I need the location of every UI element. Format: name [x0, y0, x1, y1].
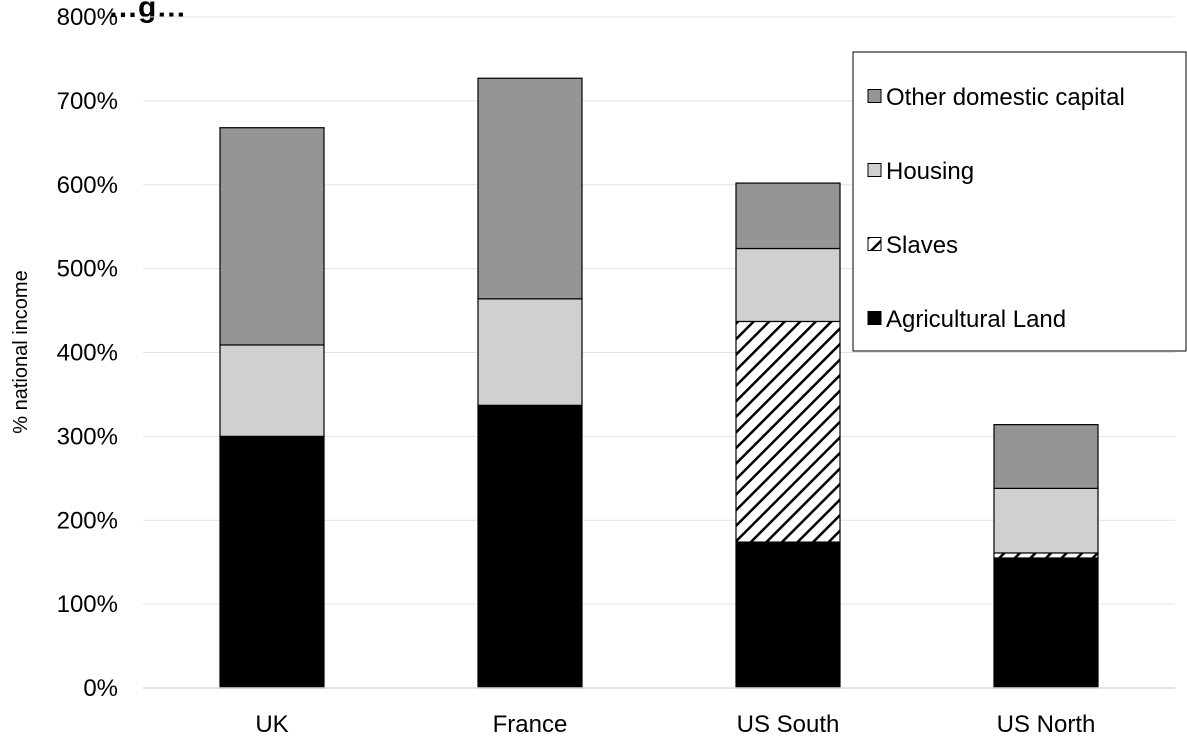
y-tick-label: 0%	[83, 675, 118, 702]
x-axis-labels: UK France US South US North	[255, 711, 1095, 738]
bar-segment-other-domestic-capital	[993, 424, 1099, 489]
bar-segment-agricultural-land	[219, 435, 325, 689]
legend-label: Slaves	[886, 232, 958, 259]
y-tick-label: 500%	[57, 256, 118, 283]
y-tick-label: 700%	[57, 88, 118, 115]
legend-swatch	[867, 89, 882, 103]
legend-box	[852, 51, 1187, 352]
legend-items: Other domestic capital Housing Slaves Agric…	[867, 84, 1125, 333]
legend-swatch	[867, 163, 882, 177]
y-tick-label: 400%	[57, 340, 118, 367]
y-tick-label: 100%	[57, 591, 118, 618]
y-tick-label: 200%	[57, 507, 118, 534]
bars	[219, 77, 1099, 689]
legend-label: Other domestic capital	[886, 84, 1125, 111]
bar-segment-housing	[219, 344, 325, 437]
bar-segment-housing	[477, 298, 583, 406]
bar-segment-housing	[993, 487, 1099, 554]
legend-swatch	[867, 311, 882, 325]
y-axis-ticks: 0% 100% 200% 300% 400% 500% 600% 700% 800%	[57, 4, 118, 702]
bar-segment-slaves	[993, 552, 1099, 559]
y-tick-label: 300%	[57, 423, 118, 450]
bar-segment-housing	[735, 247, 841, 323]
y-axis-label: % national income	[10, 270, 32, 433]
y-tick-label: 800%	[57, 4, 118, 31]
legend: Other domestic capital Housing Slaves Agric…	[852, 51, 1187, 352]
x-category-label: US North	[997, 711, 1096, 738]
legend-label: Agricultural Land	[886, 306, 1066, 333]
bar-segment-other-domestic-capital	[219, 127, 325, 346]
legend-swatch	[867, 237, 882, 251]
y-tick-label: 600%	[57, 172, 118, 199]
bar-segment-other-domestic-capital	[477, 77, 583, 300]
bar-segment-agricultural-land	[735, 541, 841, 689]
x-category-label: UK	[255, 711, 288, 738]
x-category-label: US South	[737, 711, 840, 738]
bar-segment-agricultural-land	[477, 404, 583, 689]
x-category-label: France	[493, 711, 568, 738]
bar-segment-slaves	[735, 320, 841, 543]
legend-label: Housing	[886, 158, 974, 185]
bar-segment-other-domestic-capital	[735, 182, 841, 250]
bar-segment-agricultural-land	[993, 557, 1099, 689]
chart-title: …g…	[108, 0, 186, 24]
